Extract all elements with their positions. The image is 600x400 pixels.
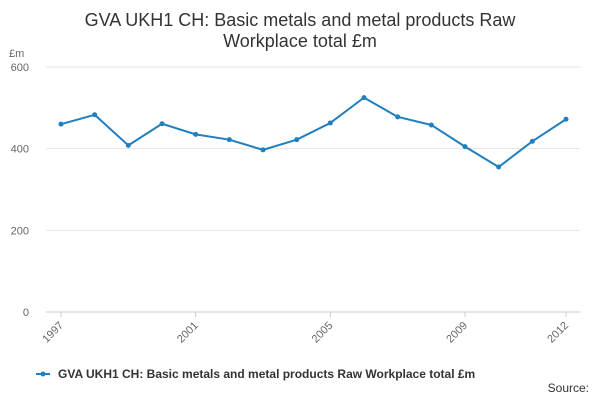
data-point-2002[interactable] [226,137,232,143]
data-point-2008[interactable] [428,122,434,128]
legend[interactable]: GVA UKH1 CH: Basic metals and metal prod… [36,367,475,381]
x-tick-label-1997: 1997 [40,320,66,346]
x-tick-label-2001: 2001 [175,320,201,346]
y-tick-label-600: 600 [11,62,29,74]
x-tick-label-2005: 2005 [310,320,336,346]
data-point-2007[interactable] [395,114,401,120]
x-tick-label-2012: 2012 [545,320,571,346]
data-point-2005[interactable] [327,120,333,126]
legend-series-label[interactable]: GVA UKH1 CH: Basic metals and metal prod… [58,367,475,381]
data-point-1998[interactable] [92,112,98,118]
data-point-2001[interactable] [193,131,199,137]
x-tick-label-2009: 2009 [444,320,470,346]
data-point-2004[interactable] [294,137,300,143]
series-layer [58,95,569,170]
y-tick-label-200: 200 [11,225,29,237]
y-tick-label-0: 0 [23,307,29,319]
series-line-0 [60,96,567,169]
data-point-1999[interactable] [125,142,131,148]
chart-title-line-1: GVA UKH1 CH: Basic metals and metal prod… [85,10,517,30]
data-point-2009[interactable] [462,144,468,150]
data-point-2003[interactable] [260,147,266,153]
x-axis-ticks: 1997 2001 2005 2009 2012 [40,312,571,345]
data-point-2000[interactable] [159,121,165,127]
chart-title-line-2: Workplace total £m [223,31,377,51]
data-point-2010[interactable] [496,164,502,170]
data-point-2012[interactable] [563,116,569,122]
y-tick-label-400: 400 [11,144,29,156]
grid-lines [46,66,580,313]
data-point-2011[interactable] [529,138,535,144]
y-axis-ticks: 0 200 400 600 [11,62,29,319]
data-point-2006[interactable] [361,95,367,101]
y-axis-unit: £m [9,48,24,60]
legend-point-marker [40,371,46,377]
data-point-1997[interactable] [58,121,64,127]
source-label: Source: [548,381,589,395]
